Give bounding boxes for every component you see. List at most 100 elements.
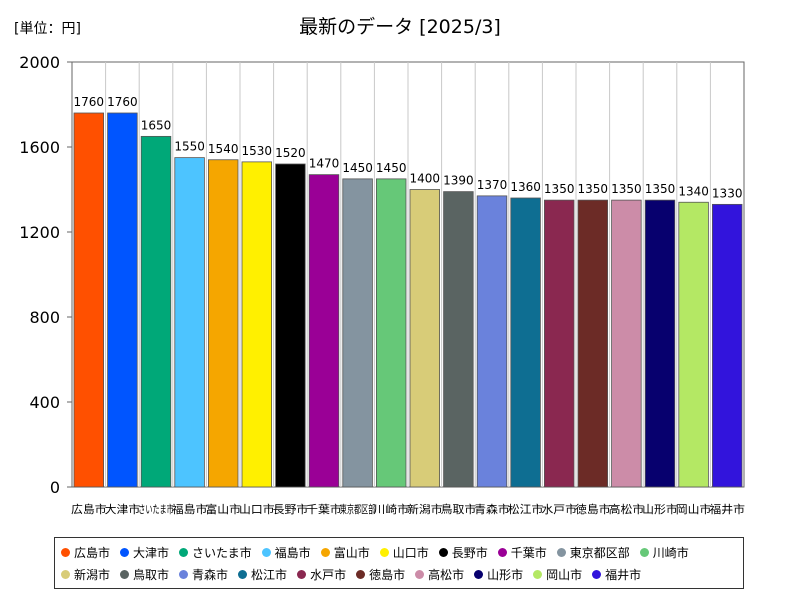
legend-item: 青森市 [179,563,228,585]
legend-swatch [533,569,543,579]
bar [644,199,676,488]
legend-swatch [261,547,271,557]
bar [342,178,373,488]
x-tick-label: 鳥取市 [441,502,477,516]
legend-label: 福島市 [274,545,311,560]
x-tick-label: さいたま市 [138,502,174,516]
data-label: 1390 [443,174,474,188]
data-label: 1470 [309,157,340,171]
data-label: 1400 [410,172,441,186]
x-tick-label: 千葉市 [306,502,342,516]
legend-label: 青森市 [192,567,229,582]
x-tick-label: 福井市 [709,502,745,516]
bar [275,163,306,488]
legend-swatch [556,547,566,557]
y-tick-label: 1600 [19,138,60,157]
bar [544,199,575,488]
data-label: 1550 [174,140,205,154]
legend-item: 徳島市 [356,563,405,585]
x-tick-label: 東京都区部 [340,502,376,516]
bar [577,199,609,488]
bar [140,135,172,488]
data-label: 1350 [611,182,642,196]
legend-swatch [238,569,248,579]
bar [510,197,541,488]
legend-item: 大津市 [120,541,169,563]
data-label: 1350 [645,182,676,196]
legend-label: 山口市 [392,545,429,560]
legend-swatch [592,569,602,579]
bar [207,159,239,488]
data-label: 1450 [342,161,373,175]
x-tick-label: 川崎市 [373,502,409,516]
data-label: 1760 [74,95,105,109]
x-tick-label: 富山市 [205,502,241,516]
legend-swatch [356,569,366,579]
data-label: 1650 [141,118,172,132]
legend-swatch [120,569,130,579]
bar [678,201,709,488]
legend-item: 山形市 [474,563,523,585]
legend-swatch [179,547,189,557]
data-label: 1540 [208,142,239,156]
data-label: 1350 [578,182,609,196]
legend-item: 山口市 [379,541,429,563]
legend-label: 徳島市 [369,567,406,582]
legend-swatch [61,547,70,557]
x-tick-label: 大津市 [105,502,141,516]
x-tick-label: 松江市 [508,502,544,516]
bar [73,112,105,488]
legend-swatch [179,569,189,579]
x-tick-label: 山形市 [642,502,678,516]
legend-label: 岡山市 [546,567,583,582]
legend-swatch [438,547,448,557]
legend-item: 千葉市 [497,541,547,563]
legend-swatch [474,569,484,579]
bar [241,161,273,488]
legend-label: 富山市 [333,545,370,560]
y-tick-label: 800 [29,308,60,327]
legend-item: 福井市 [592,563,641,585]
legend-label: 大津市 [133,545,170,560]
legend-swatch [320,547,330,557]
data-label: 1370 [477,178,508,192]
legend-item: 新潟市 [61,563,110,585]
data-label: 1340 [678,184,709,198]
data-label: 1530 [242,144,273,158]
bar [476,195,508,488]
x-tick-label: 青森市 [474,502,510,516]
bar [107,112,138,488]
legend-swatch [297,569,307,579]
y-tick-label: 0 [50,478,60,497]
bar [174,157,205,488]
data-label: 1450 [376,161,407,175]
legend-label: 山形市 [487,567,524,582]
data-label: 1760 [107,95,138,109]
legend-item: 水戸市 [297,563,346,585]
x-tick-label: 長野市 [273,502,309,516]
x-tick-label: 山口市 [239,502,275,516]
legend-label: さいたま市 [192,545,252,560]
unit-label: [単位：円] [14,21,81,37]
legend-item: 松江市 [238,563,287,585]
legend-item: 福島市 [261,541,311,563]
chart-legend: 広島市 大津市 さいたま市 福島市 富山市 山口市 長野市 千葉市 東京都区部 川崎市 新潟市 鳥取市… [54,537,744,589]
bar [611,199,642,488]
y-tick-label: 400 [29,393,60,412]
legend-item: 鳥取市 [120,563,169,585]
chart-title: 最新のデータ [2025/3] [299,16,501,38]
x-tick-label: 岡山市 [676,502,712,516]
legend-swatch [415,569,425,579]
legend-swatch [639,547,649,557]
legend-label: 松江市 [251,567,288,582]
bar [409,189,441,488]
data-label: 1520 [275,146,306,160]
legend-item: 長野市 [438,541,488,563]
data-label: 1360 [510,180,541,194]
legend-label: 川崎市 [652,545,689,560]
legend-swatch [120,547,130,557]
bar [308,174,340,488]
legend-item: 富山市 [320,541,370,563]
legend-label: 東京都区部 [569,545,630,560]
bar [375,178,407,488]
